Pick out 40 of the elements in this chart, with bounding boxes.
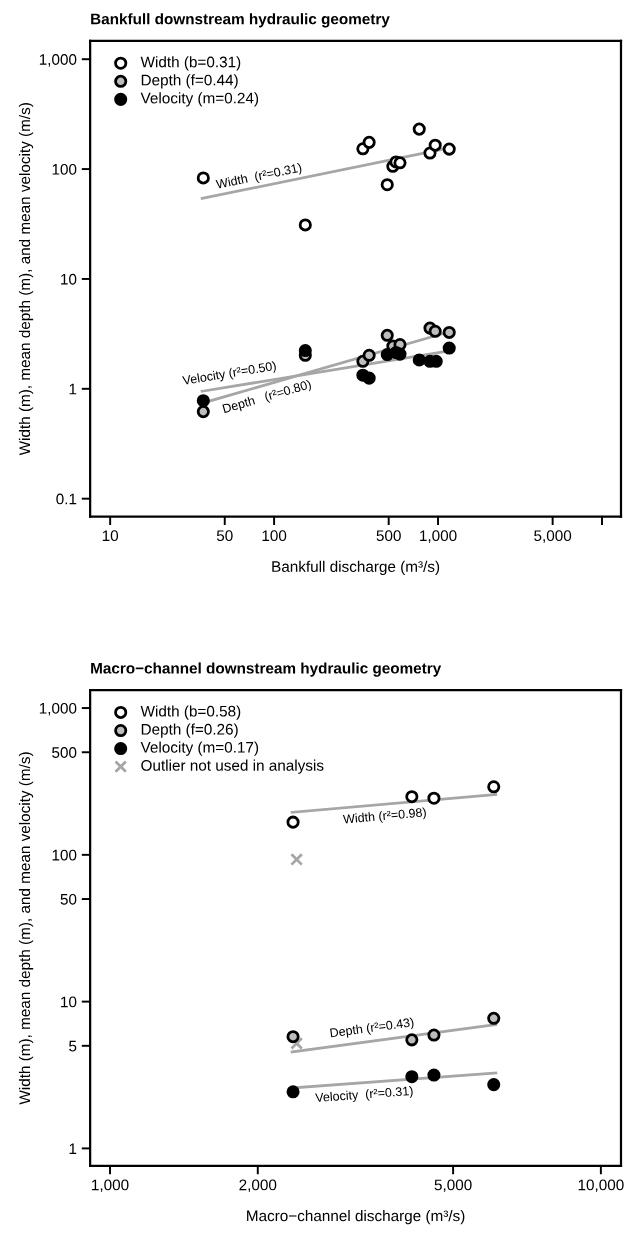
y-tick-label: 1 — [69, 383, 77, 395]
legend-label: Velocity (m=0.17) — [140, 741, 259, 756]
y-tick-label: 500 — [52, 747, 77, 758]
y-tick-label: 1 — [69, 1143, 77, 1154]
series-label: Velocity (r²=0.31) — [314, 1085, 414, 1105]
chart-title: Bankfull downstream hydraulic geometry — [91, 13, 390, 28]
text: Velocity (r²=0.50) — [181, 360, 277, 388]
y-tick-label: 1,000 — [39, 702, 77, 716]
x-tick-label: 10,000 — [578, 1179, 624, 1193]
x-tick-label: 50 — [216, 530, 233, 542]
chart-title: Macro−channel downstream hydraulic geometry — [91, 662, 442, 677]
y-tick-label: 1,000 — [39, 54, 77, 67]
legend-label: Width (b=0.58) — [140, 705, 241, 720]
legend-label: Velocity (m=0.24) — [140, 92, 259, 107]
y-axis-title: Width (m), mean depth (m), and mean velocity (m/s) — [18, 103, 34, 456]
x-tick-label: 500 — [376, 530, 401, 542]
legend-label: Depth (f=0.44) — [141, 74, 238, 89]
legend-label: Depth (f=0.26) — [141, 723, 238, 738]
x-axis-title: Macro−channel discharge (m³/s) — [247, 1210, 465, 1225]
x-tick-label: 1,000 — [420, 530, 457, 543]
y-tick-label: 5 — [69, 1040, 77, 1052]
x-tick-label: 2,000 — [239, 1179, 277, 1193]
legend-label: Width (b=0.31) — [140, 56, 241, 71]
x-tick-label: 5,000 — [534, 530, 572, 543]
legend-label: Outlier not used in analysis — [141, 759, 324, 774]
x-axis-title: Bankfull discharge (m³/s) — [272, 560, 440, 576]
y-axis-title: Width (m), mean depth (m), and mean velocity (m/s) — [18, 752, 34, 1105]
y-tick-label: 100 — [52, 163, 77, 175]
y-tick-label: 10 — [61, 996, 77, 1008]
y-tick-label: 100 — [52, 849, 77, 861]
x-tick-label: 1,000 — [92, 1179, 129, 1193]
y-tick-label: 10 — [61, 273, 77, 285]
text: Depth (r²=0.43) — [330, 1017, 415, 1040]
x-tick-label: 5,000 — [434, 1179, 472, 1193]
x-tick-label: 100 — [262, 530, 287, 542]
text: Width (r²=0.31) — [215, 162, 303, 192]
y-tick-label: 50 — [60, 893, 77, 905]
x-tick-label: 10 — [102, 530, 119, 542]
y-tick-label: 0.1 — [56, 493, 77, 505]
text: Width (r²=0.98) — [342, 807, 427, 827]
